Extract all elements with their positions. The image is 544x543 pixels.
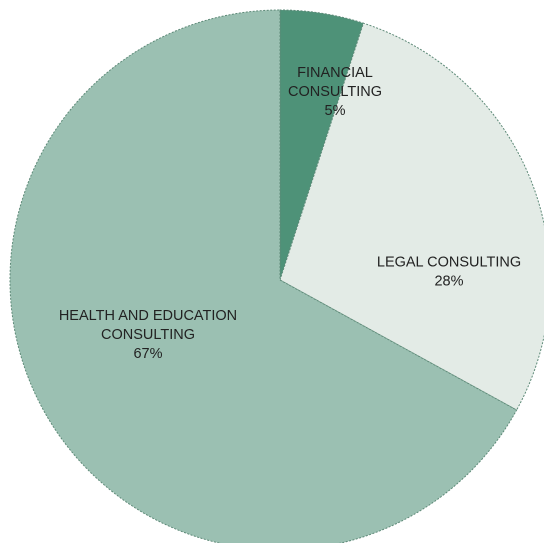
pie-label-health-percent: 67%: [133, 346, 162, 362]
pie-label-financial: FINANCIAL CONSULTING 5%: [288, 65, 382, 119]
pie-slice-legal: [279, 22, 544, 411]
pie-label-legal-percent: 28%: [434, 274, 463, 290]
pie-label-financial-line: FINANCIAL: [297, 65, 373, 81]
pie-slices: [9, 9, 544, 543]
pie-label-legal: LEGAL CONSULTING 28%: [377, 255, 521, 290]
pie-label-health: HEALTH AND EDUCATION CONSULTING 67%: [59, 308, 237, 362]
pie-label-financial-line: CONSULTING: [288, 84, 382, 100]
pie-label-health-line: HEALTH AND EDUCATION: [59, 308, 237, 324]
pie-label-financial-percent: 5%: [325, 103, 346, 119]
pie-label-health-line: CONSULTING: [101, 327, 195, 343]
pie-label-legal-line: LEGAL CONSULTING: [377, 255, 521, 271]
pie-labels: FINANCIAL CONSULTING 5% LEGAL CONSULTING 28%…: [59, 65, 521, 362]
pie-slice-health: [9, 9, 518, 543]
